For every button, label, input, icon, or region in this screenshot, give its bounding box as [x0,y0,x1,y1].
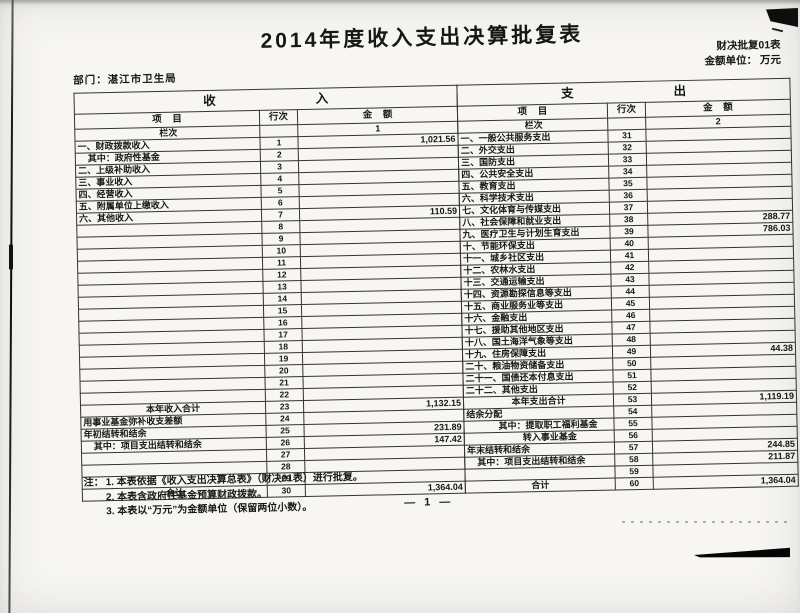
row-line-number: 22 [265,388,304,402]
row-line-number: 17 [263,328,303,342]
row-line-number: 10 [262,244,301,258]
row-line-number: 53 [613,393,652,407]
row-line-number: 18 [264,340,303,354]
page-number: — 1 — [404,495,454,509]
department-label: 部门： [73,74,108,87]
row-line-number: 3 [260,160,299,174]
row-line-number: 35 [608,177,648,191]
row-line-number: 41 [610,249,649,263]
row-label: 合计 [465,478,616,494]
row-line-number: 52 [613,381,652,395]
row-line-number: 54 [613,405,652,419]
row-line-number: 45 [611,297,650,311]
unit-value: 万元 [759,53,782,67]
department-line: 部门：湛江市卫生局 [73,71,177,88]
row-line-number: 47 [611,321,651,335]
row-line-number: 34 [608,165,647,179]
row-line-number: 6 [261,196,300,210]
row-line-number [259,124,298,138]
row-line-number: 46 [611,309,650,323]
row-line-number: 4 [260,172,299,186]
row-line-number: 37 [609,201,648,215]
income-rows: 栏次 1 一、财政拨款收入 1 1,021.56 其中：政府性基金 2 二、上级补助收入 3 三、… [74,121,466,502]
department-value: 湛江市卫生局 [107,72,177,87]
page-title: 2014年度收入支出决算批复表 [260,23,584,53]
row-line-number: 16 [263,316,302,330]
row-line-number: 39 [609,225,649,239]
row-line-number: 27 [266,448,305,462]
row-line-number: 31 [607,129,647,143]
row-line-number: 8 [261,220,300,234]
row-line-number: 11 [262,256,301,270]
col-header-line-no: 行次 [259,109,298,126]
expense-rows: 栏次 2 一、一般公共服务支出 31 二、外交支出 32 三、国防支出 33 四、公共安全支出 3… [457,114,799,494]
row-line-number: 57 [614,441,653,455]
row-line-number: 15 [263,304,302,318]
row-line-number: 20 [264,364,303,378]
unit-line: 金额单位： 万元 [704,53,781,70]
row-line-number: 48 [612,333,651,347]
row-line-number: 58 [614,453,653,467]
form-code: 财决批复01表 [716,38,781,53]
row-line-number: 7 [261,208,300,222]
row-line-number: 2 [260,148,299,162]
row-line-number: 59 [614,465,654,479]
row-line-number: 55 [613,417,653,431]
row-line-number: 60 [615,477,654,491]
row-line-number: 14 [263,292,302,306]
scan-top-edge-shading [0,0,800,5]
form-meta: 财决批复01表 金额单位： 万元 [704,38,781,70]
row-line-number: 50 [612,357,651,371]
note-prefix: 注： [83,477,104,489]
unit-label: 金额单位： [704,54,758,68]
expense-table: 支出 项 目 行次 金 额 栏次 2 一、一般公共服务支出 31 二、外交支出 32 三、国… [456,78,799,494]
row-line-number: 36 [609,189,648,203]
row-line-number: 24 [265,412,304,426]
row-line-number: 13 [262,280,302,294]
row-line-number: 1 [259,136,299,150]
row-line-number: 43 [610,273,650,287]
col-header-line-no: 行次 [607,102,646,119]
row-amount: 1,364.04 [653,474,799,490]
row-line-number: 40 [610,237,649,251]
row-line-number: 56 [614,429,653,443]
scan-left-edge-blob-artifact [9,244,13,270]
scan-noise-dots-artifact [622,521,787,523]
row-line-number: 49 [612,345,651,359]
row-line-number: 26 [266,436,305,450]
row-line-number: 32 [608,141,647,155]
row-line-number: 21 [264,376,304,390]
row-line-number: 42 [610,261,649,275]
row-line-number: 51 [612,369,652,383]
row-line-number [607,117,646,131]
row-line-number: 33 [608,153,647,167]
row-line-number: 5 [260,184,300,198]
row-line-number: 44 [611,285,650,299]
row-line-number: 38 [609,213,648,227]
row-line-number: 12 [262,268,301,282]
footnotes: 注：1. 本表依据《收入支出决算总表》（财决01表）进行批复。注：2. 本表含政… [84,471,364,520]
row-line-number: 23 [265,400,304,414]
row-line-number: 19 [264,352,303,366]
income-table: 收入 项 目 行次 金 额 栏次 1 一、财政拨款收入 1 1,021.56 其中：政府性… [73,85,466,502]
final-accounts-table: 收入 项 目 行次 金 额 栏次 1 一、财政拨款收入 1 1,021.56 其中：政府性… [73,78,799,502]
row-line-number: 25 [265,424,305,438]
note-text: 3. 本表以“万元”为金额单位（保留两位小数）。 [106,501,313,518]
row-line-number: 9 [261,232,301,246]
scan-bottom-streak-artifact [694,547,790,558]
